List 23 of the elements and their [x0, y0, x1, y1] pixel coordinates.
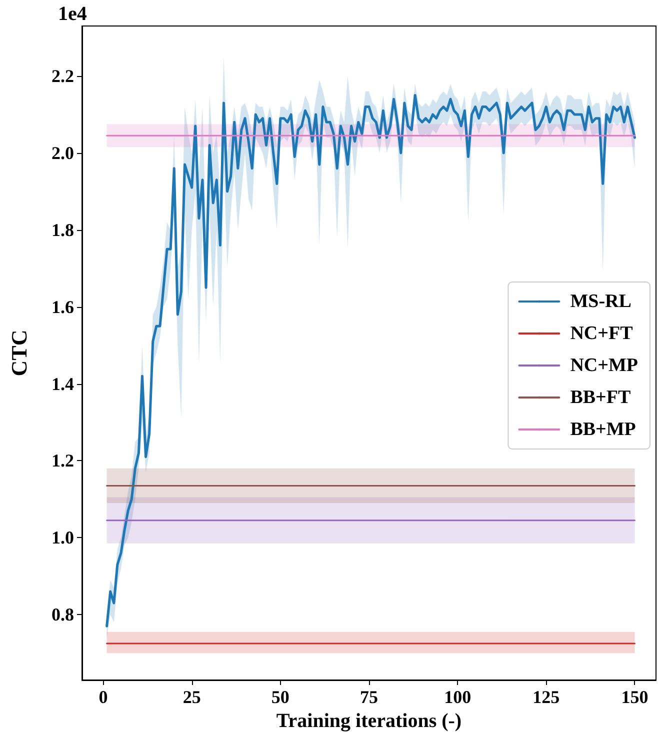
y-tick-label: 0.8: [52, 604, 74, 625]
legend-label: NC+MP: [570, 355, 638, 376]
legend-label: MS-RL: [570, 291, 632, 312]
y-tick-label: 2.0: [52, 142, 74, 163]
y-axis-title: CTC: [6, 330, 32, 376]
y-tick-label: 1.0: [52, 528, 74, 548]
legend-label: BB+FT: [570, 387, 631, 408]
legend-label: BB+MP: [570, 419, 636, 440]
y-tick-label: 1.2: [52, 450, 74, 471]
x-tick-label: 25: [182, 687, 201, 707]
legend-label: NC+FT: [570, 323, 634, 344]
x-tick-label: 150: [621, 687, 648, 707]
y-tick-label: 1.8: [52, 220, 74, 240]
x-tick-label: 100: [444, 687, 472, 707]
y-tick-label: 2.2: [52, 66, 74, 86]
x-axis-title: Training iterations (-): [276, 710, 462, 732]
y-tick-label: 1.6: [52, 296, 74, 317]
text: 1e4: [58, 3, 87, 25]
x-tick-label: 0: [98, 687, 108, 707]
y-tick-label: 1.4: [52, 374, 74, 394]
x-tick-label: 125: [532, 687, 560, 707]
x-tick-label: 50: [271, 687, 290, 707]
x-tick-label: 75: [360, 687, 378, 707]
